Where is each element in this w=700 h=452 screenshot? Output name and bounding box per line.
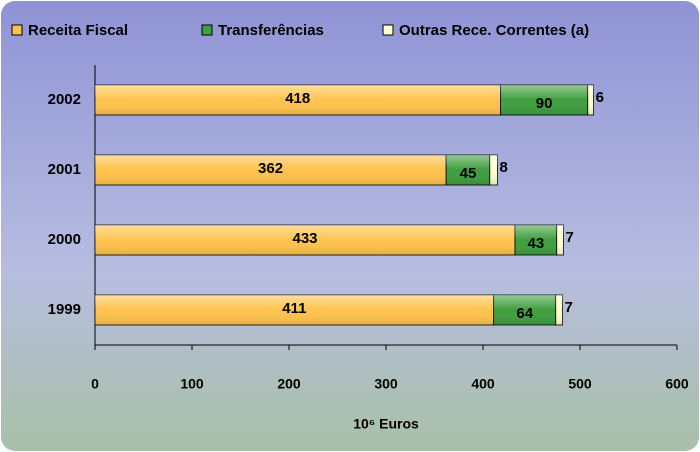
legend-label: Receita Fiscal xyxy=(28,22,128,39)
bar-shine xyxy=(95,295,494,325)
bar-shine xyxy=(95,155,447,185)
x-tick-label: 0 xyxy=(91,376,99,392)
bar-shine xyxy=(95,225,516,255)
data-label: 45 xyxy=(460,165,477,182)
y-tick-label: 2000 xyxy=(48,231,81,248)
x-axis-title: 10⁶ Euros xyxy=(353,416,419,432)
x-tick-label: 500 xyxy=(568,376,592,392)
x-tick-label: 300 xyxy=(374,376,398,392)
bar-shine xyxy=(95,85,501,115)
bar-shine xyxy=(500,85,588,115)
y-tick-label: 2002 xyxy=(48,91,81,108)
data-label: 64 xyxy=(516,305,533,322)
legend-swatch xyxy=(201,24,213,36)
data-label: 411 xyxy=(282,300,306,317)
bar-shine xyxy=(446,155,490,185)
bar-shine xyxy=(489,155,498,185)
data-label: 7 xyxy=(566,229,574,246)
legend-label: Transferências xyxy=(218,22,324,39)
legend-swatch xyxy=(382,24,394,36)
data-label: 90 xyxy=(536,95,553,112)
x-tick-label: 100 xyxy=(180,376,204,392)
bar-shine xyxy=(556,225,564,255)
data-label: 43 xyxy=(528,235,545,252)
bar-shine xyxy=(493,295,556,325)
x-tick-label: 600 xyxy=(665,376,689,392)
data-label: 433 xyxy=(292,230,317,247)
data-label: 418 xyxy=(285,90,310,107)
data-label: 362 xyxy=(258,160,283,177)
x-tick-label: 400 xyxy=(471,376,495,392)
data-label: 6 xyxy=(596,89,604,106)
legend-swatch xyxy=(11,24,23,36)
x-tick-label: 200 xyxy=(277,376,301,392)
data-label: 8 xyxy=(500,159,508,176)
bar-shine xyxy=(515,225,557,255)
data-label: 7 xyxy=(565,299,573,316)
bar-shine xyxy=(555,295,563,325)
y-tick-label: 2001 xyxy=(48,161,81,178)
legend-label: Outras Rece. Correntes (a) xyxy=(399,22,589,39)
bar-shine xyxy=(587,85,594,115)
y-tick-label: 1999 xyxy=(48,301,81,318)
